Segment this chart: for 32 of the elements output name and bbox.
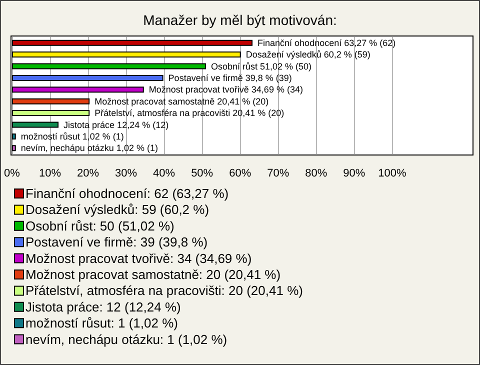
data-label: možností růsut 1,02 % (1) — [20, 131, 124, 142]
x-tick-label: 50% — [191, 168, 214, 180]
legend-label: Finanční ohodnocení: 62 (63,27 %) — [26, 186, 229, 201]
x-tick-label: 10% — [39, 168, 62, 180]
legend-label: Přátelství, atmosféra na pracovišti: 20 (20,41 %) — [26, 283, 303, 298]
legend-label: Dosažení výsledků: 59 (60,2 %) — [26, 202, 210, 218]
data-label: nevím, nechápu otázku 1,02 % (1) — [20, 143, 158, 154]
legend-label: Postavení ve firmě: 39 (39,8 %) — [26, 234, 208, 250]
legend-label: Osobní růst: 50 (51,02 %) — [26, 218, 174, 234]
legend-label: nevím, nechápu otázku: 1 (1,02 %) — [26, 332, 228, 347]
legend-label: Jistota práce: 12 (12,24 %) — [26, 299, 181, 314]
data-label: Jistota práce 12,24 % (12) — [64, 120, 169, 130]
data-label: Možnost pracovat samostatně 20,41 % (20) — [94, 96, 269, 106]
legend-label: Možnost pracovat samostatně: 20 (20,41 %) — [26, 267, 281, 282]
data-label: Postavení ve firmě 39,8 % (39) — [168, 72, 292, 83]
data-label: Dosažení výsledků 60,2 % (59) — [246, 50, 370, 60]
x-tick-label: 90% — [343, 168, 366, 180]
x-tick-label: 0% — [4, 168, 20, 180]
x-tick-label: 40% — [153, 168, 176, 180]
chart-title: Manažer by měl být motivován: — [143, 12, 337, 28]
x-tick-label: 30% — [115, 168, 138, 180]
x-tick-label: 60% — [229, 168, 252, 180]
x-tick-label: 20% — [77, 168, 100, 180]
x-tick-label: 80% — [305, 168, 328, 180]
legend-label: možností růsut: 1 (1,02 %) — [26, 316, 178, 331]
data-label: Finanční ohodnocení 63,27 % (62) — [258, 38, 396, 48]
x-tick-label: 70% — [267, 168, 290, 180]
x-tick-label: 100% — [378, 168, 406, 180]
data-label: Přátelství, atmosféra na pracovišti 20,41 % (20) — [94, 108, 284, 118]
data-label: Osobní růst 51,02 % (50) — [210, 61, 312, 72]
legend-label: Možnost pracovat tvořivě: 34 (34,69 %) — [26, 250, 252, 266]
data-label: Možnost pracovat tvořivě 34,69 % (34) — [148, 84, 303, 95]
